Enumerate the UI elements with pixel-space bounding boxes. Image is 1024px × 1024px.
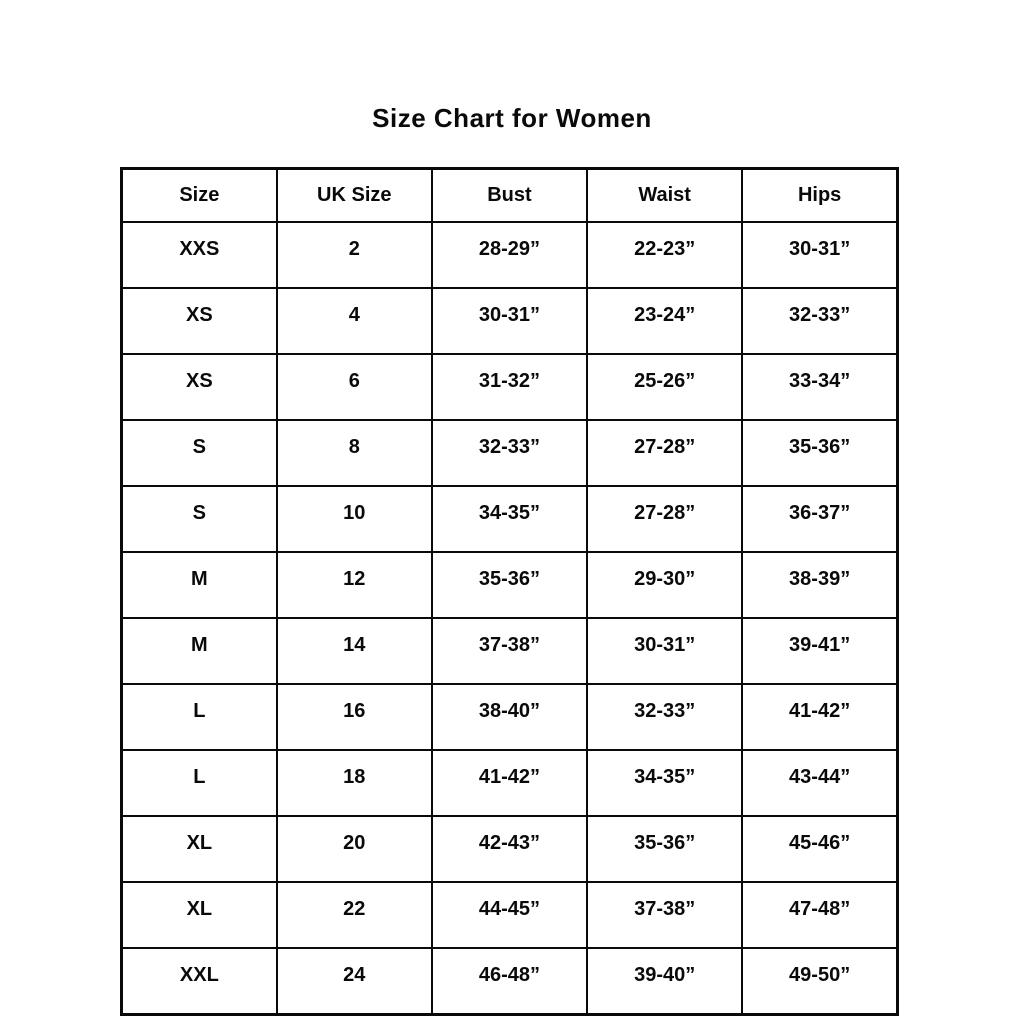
table-cell: 29-30” bbox=[586, 551, 744, 619]
table-row: XXS 2 28-29” 22-23” 30-31” bbox=[120, 221, 899, 289]
table-cell: 34-35” bbox=[430, 485, 589, 553]
table-cell: 14 bbox=[275, 617, 433, 685]
table-cell: 32-33” bbox=[586, 683, 744, 751]
table-row: XL 22 44-45” 37-38” 47-48” bbox=[120, 881, 899, 949]
table-cell: 30-31” bbox=[586, 617, 744, 685]
table-cell: 45-46” bbox=[741, 815, 899, 883]
table-cell: 25-26” bbox=[586, 353, 744, 421]
table-cell: 38-40” bbox=[430, 683, 589, 751]
table-cell: 16 bbox=[275, 683, 433, 751]
table-cell: XL bbox=[120, 881, 278, 949]
table-cell: 10 bbox=[275, 485, 433, 553]
size-chart-table: Size UK Size Bust Waist Hips XXS 2 28-29” 22-23… bbox=[120, 167, 899, 1016]
table-cell: 41-42” bbox=[741, 683, 899, 751]
table-cell: 8 bbox=[275, 419, 433, 487]
table-cell: 30-31” bbox=[430, 287, 589, 355]
table-cell: 41-42” bbox=[430, 749, 589, 817]
table-cell: 23-24” bbox=[586, 287, 744, 355]
column-header-bust: Bust bbox=[430, 167, 589, 223]
table-cell: 32-33” bbox=[430, 419, 589, 487]
size-table-header-row: Size UK Size Bust Waist Hips bbox=[120, 167, 899, 223]
table-cell: XL bbox=[120, 815, 278, 883]
table-row: XS 4 30-31” 23-24” 32-33” bbox=[120, 287, 899, 355]
column-header-hips: Hips bbox=[741, 167, 899, 223]
table-row: L 18 41-42” 34-35” 43-44” bbox=[120, 749, 899, 817]
table-cell: 4 bbox=[275, 287, 433, 355]
table-cell: 6 bbox=[275, 353, 433, 421]
table-cell: 35-36” bbox=[430, 551, 589, 619]
table-cell: 28-29” bbox=[430, 221, 589, 289]
column-header-uk-size: UK Size bbox=[275, 167, 433, 223]
table-cell: 22-23” bbox=[586, 221, 744, 289]
table-cell: 12 bbox=[275, 551, 433, 619]
table-cell: XXL bbox=[120, 947, 278, 1016]
size-table-head: Size UK Size Bust Waist Hips bbox=[120, 167, 899, 223]
table-cell: 43-44” bbox=[741, 749, 899, 817]
table-cell: 32-33” bbox=[741, 287, 899, 355]
table-cell: XXS bbox=[120, 221, 278, 289]
table-cell: L bbox=[120, 749, 278, 817]
table-cell: M bbox=[120, 617, 278, 685]
table-cell: 36-37” bbox=[741, 485, 899, 553]
table-cell: 22 bbox=[275, 881, 433, 949]
table-cell: 39-40” bbox=[586, 947, 744, 1016]
table-cell: 35-36” bbox=[741, 419, 899, 487]
table-row: M 14 37-38” 30-31” 39-41” bbox=[120, 617, 899, 685]
table-cell: L bbox=[120, 683, 278, 751]
table-cell: 39-41” bbox=[741, 617, 899, 685]
table-cell: 18 bbox=[275, 749, 433, 817]
table-cell: 38-39” bbox=[741, 551, 899, 619]
table-cell: 20 bbox=[275, 815, 433, 883]
table-row: L 16 38-40” 32-33” 41-42” bbox=[120, 683, 899, 751]
table-cell: XS bbox=[120, 287, 278, 355]
table-cell: 49-50” bbox=[741, 947, 899, 1016]
table-cell: XS bbox=[120, 353, 278, 421]
column-header-waist: Waist bbox=[586, 167, 744, 223]
table-row: XXL 24 46-48” 39-40” 49-50” bbox=[120, 947, 899, 1016]
table-row: XS 6 31-32” 25-26” 33-34” bbox=[120, 353, 899, 421]
table-cell: 33-34” bbox=[741, 353, 899, 421]
table-cell: 31-32” bbox=[430, 353, 589, 421]
page-title: Size Chart for Women bbox=[372, 103, 652, 133]
table-cell: 27-28” bbox=[586, 485, 744, 553]
table-cell: S bbox=[120, 485, 278, 553]
table-cell: M bbox=[120, 551, 278, 619]
table-row: S 10 34-35” 27-28” 36-37” bbox=[120, 485, 899, 553]
table-cell: 37-38” bbox=[586, 881, 744, 949]
table-cell: 46-48” bbox=[430, 947, 589, 1016]
table-cell: 37-38” bbox=[430, 617, 589, 685]
column-header-size: Size bbox=[120, 167, 278, 223]
table-cell: 42-43” bbox=[430, 815, 589, 883]
table-cell: 47-48” bbox=[741, 881, 899, 949]
table-row: S 8 32-33” 27-28” 35-36” bbox=[120, 419, 899, 487]
table-cell: 34-35” bbox=[586, 749, 744, 817]
table-cell: 24 bbox=[275, 947, 433, 1016]
table-cell: 27-28” bbox=[586, 419, 744, 487]
table-row: M 12 35-36” 29-30” 38-39” bbox=[120, 551, 899, 619]
table-cell: 35-36” bbox=[586, 815, 744, 883]
table-row: XL 20 42-43” 35-36” 45-46” bbox=[120, 815, 899, 883]
table-cell: 30-31” bbox=[741, 221, 899, 289]
size-table-body: XXS 2 28-29” 22-23” 30-31” XS 4 30-31” 23-24” 32-… bbox=[120, 221, 899, 1016]
table-cell: 44-45” bbox=[430, 881, 589, 949]
table-cell: S bbox=[120, 419, 278, 487]
table-cell: 2 bbox=[275, 221, 433, 289]
